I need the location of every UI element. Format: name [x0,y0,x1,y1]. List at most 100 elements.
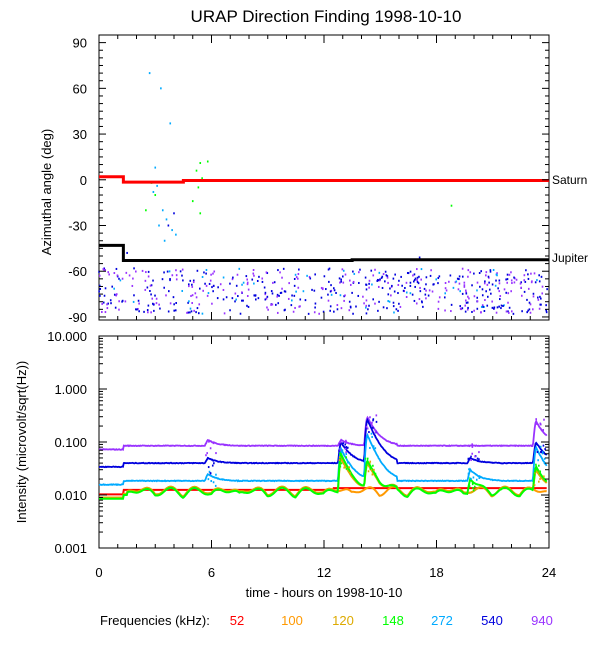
intensity-point [215,452,217,455]
time-axis-label: time - hours on 1998-10-10 [246,585,403,600]
azimuth-point [121,300,123,303]
intensity-point [542,428,545,431]
intensity-point [342,442,345,445]
azimuth-y-tick-label: 60 [73,81,87,96]
azimuth-point [225,296,228,299]
azimuth-point [393,290,396,293]
azimuth-point [283,309,286,312]
azimuth-point [186,311,188,314]
azimuth-point [195,311,197,314]
azimuth-point [405,281,408,284]
azimuth-point [146,286,149,289]
azimuth-point [438,296,441,299]
azimuth-point [420,268,423,271]
azimuth-point [330,293,333,296]
azimuth-point [466,308,469,311]
intensity-point [468,468,470,471]
azimuth-point [189,279,192,282]
azimuth-point [313,311,316,314]
azimuth-point [188,285,190,288]
azimuth-point [458,275,461,278]
azimuth-point [490,292,492,295]
azimuth-point [191,283,193,286]
azimuth-point [411,293,414,296]
azimuth-point [199,212,202,215]
azimuth-point [294,306,296,309]
azimuth-point [508,273,511,276]
intensity-point [471,443,473,446]
intensity-point [540,451,543,454]
azimuth-point [217,286,219,289]
azimuth-point [495,279,497,282]
azimuth-y-tick-label: -60 [68,264,87,279]
azimuth-point [418,256,421,259]
azimuth-point [390,294,392,297]
intensity-point [470,455,472,458]
azimuth-point [458,282,461,285]
azimuth-point [154,166,157,169]
azimuth-point [540,297,542,300]
azimuth-point [496,274,498,277]
azimuth-point [503,288,506,291]
azimuth-point [173,309,176,312]
azimuth-point [466,301,469,304]
azimuth-point [179,270,182,273]
intensity-point [535,468,538,471]
azimuth-point [327,299,330,302]
azimuth-point [364,276,367,279]
azimuth-point [510,310,513,313]
azimuth-point [506,281,508,284]
azimuth-point [115,294,117,297]
azimuth-point [365,312,368,315]
azimuth-point [484,280,486,283]
azimuth-point [352,270,354,273]
azimuth-point [387,300,389,303]
azimuth-point [454,281,457,284]
azimuth-point [147,275,150,278]
intensity-point [348,466,351,469]
intensity-point [470,459,472,462]
intensity-point [373,468,375,471]
intensity-point [535,418,537,421]
azimuth-point [473,272,475,275]
azimuth-point [463,284,466,287]
azimuth-point [98,290,100,293]
azimuth-point [365,299,368,302]
azimuth-point [416,279,418,282]
azimuth-point [155,302,158,305]
azimuth-point [188,300,190,303]
azimuth-point [476,289,478,292]
azimuth-point [192,281,195,284]
azimuth-point [524,280,527,283]
azimuth-point [513,281,516,284]
azimuth-point [154,194,157,197]
azimuth-point [204,282,206,285]
azimuth-point [124,300,127,303]
azimuth-point [521,310,523,313]
azimuth-point [271,303,274,306]
azimuth-point [419,286,421,289]
azimuth-point [412,274,414,277]
intensity-point [371,473,374,476]
azimuth-point [202,289,204,292]
azimuth-point [155,297,158,300]
azimuth-point [533,272,536,275]
legend-item-272: 272 [431,613,453,628]
intensity-point [542,444,545,447]
azimuth-point [126,251,128,254]
azimuth-point [528,308,531,311]
azimuth-point [498,290,501,293]
azimuth-point [253,294,256,297]
azimuth-point [511,282,513,285]
azimuth-point [338,277,341,280]
azimuth-point [213,270,216,273]
intensity-point [212,459,215,462]
azimuth-point [135,270,137,273]
azimuth-point [471,284,473,287]
azimuth-point [191,302,193,305]
azimuth-point [277,269,279,272]
azimuth-y-tick-label: -90 [68,310,87,325]
intensity-point [367,470,370,473]
azimuth-point [541,292,544,295]
intensity-point [369,460,372,463]
